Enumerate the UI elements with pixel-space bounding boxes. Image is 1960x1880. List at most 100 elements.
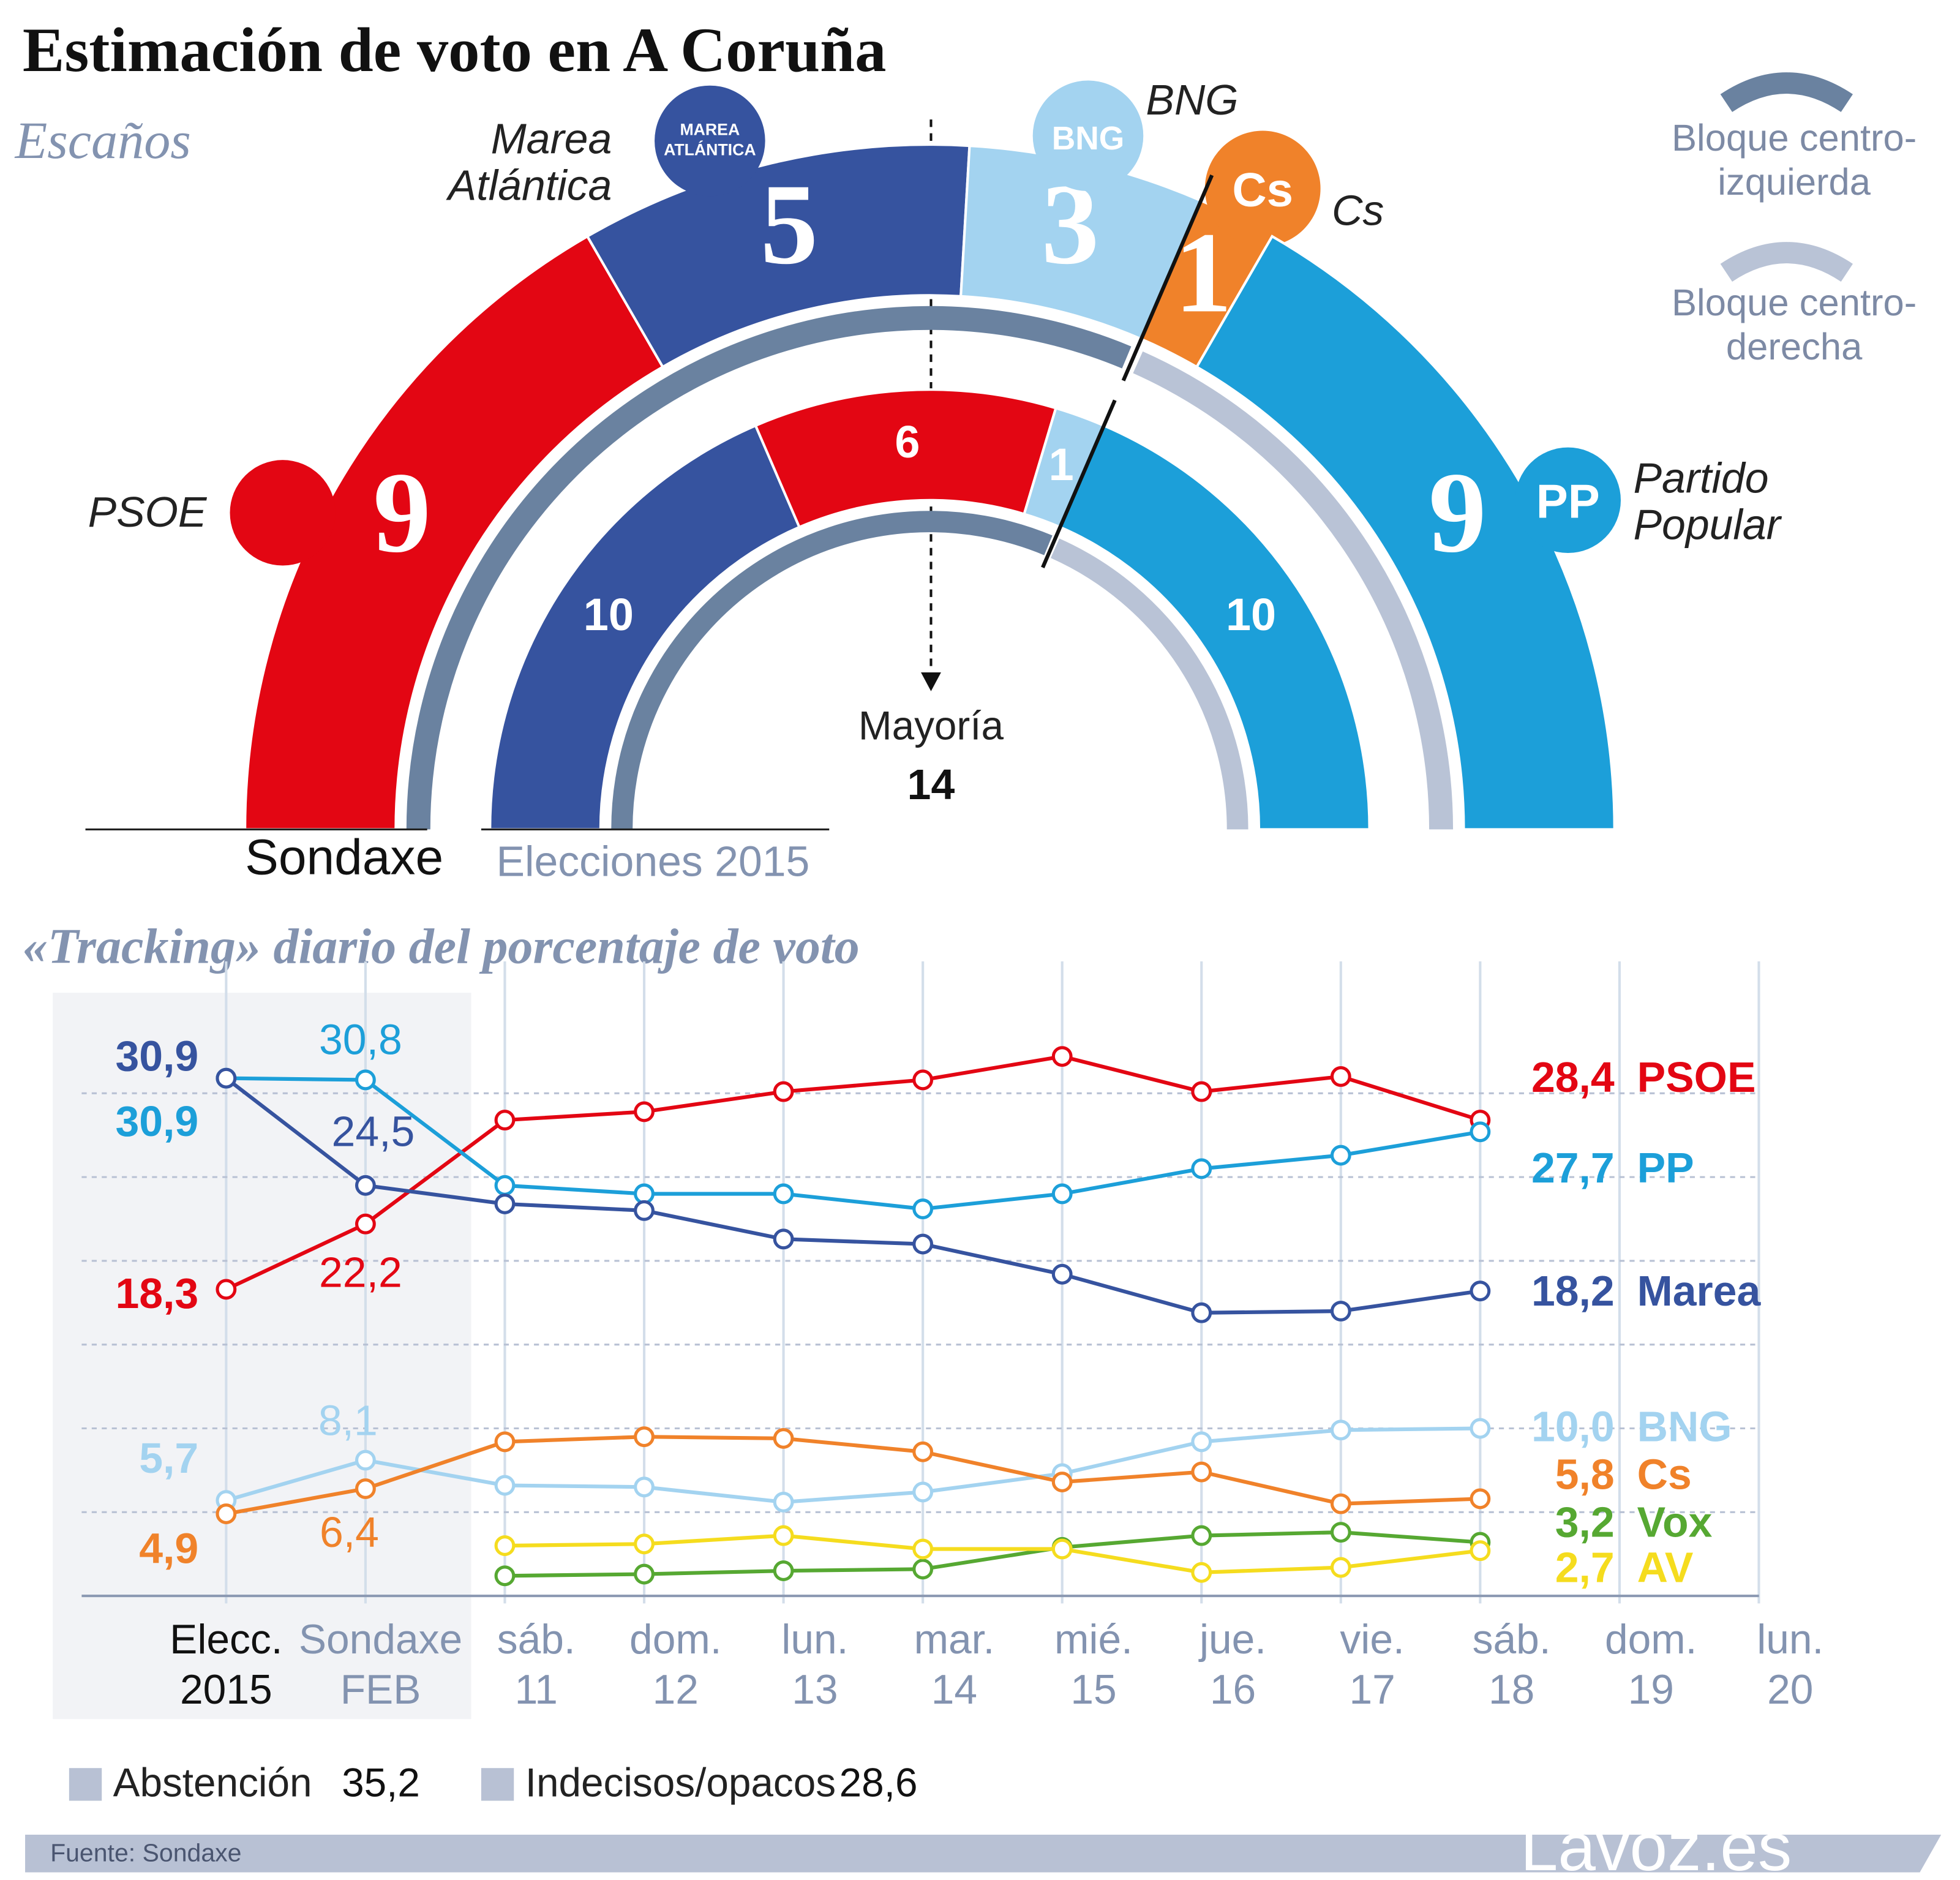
x-tick-label: Elecc. xyxy=(170,1617,282,1663)
history-shade xyxy=(53,993,471,1720)
x-tick-label: lun. xyxy=(1757,1617,1823,1663)
party-logo xyxy=(1032,80,1144,192)
x-tick-label: 15 xyxy=(1070,1667,1116,1713)
line-chart-title: «Tracking» diario del porcentaje de voto xyxy=(23,918,860,974)
value-label: 18,3 xyxy=(115,1269,198,1317)
series-marker xyxy=(1470,1280,1491,1302)
bloc-legend-label: Bloque centro- xyxy=(1672,282,1917,324)
party-logo-text: BNG xyxy=(1052,121,1125,157)
party-name: Popular xyxy=(1634,500,1782,548)
seat-count: 9 xyxy=(1429,448,1486,576)
x-tick-label: 11 xyxy=(515,1667,558,1713)
bloc-arc xyxy=(611,511,1053,830)
x-tick-label: FEB xyxy=(340,1667,421,1713)
series-marker xyxy=(1470,1540,1491,1562)
series-marker xyxy=(355,1478,376,1499)
extra-swatch xyxy=(69,1768,102,1801)
seat-segment xyxy=(489,424,802,831)
series-marker xyxy=(1191,1302,1212,1323)
series-marker xyxy=(912,1441,934,1462)
value-label: 4,9 xyxy=(139,1525,198,1573)
x-tick-label: dom. xyxy=(1605,1617,1697,1663)
x-tick-label: 2015 xyxy=(180,1667,272,1713)
bloc-divider xyxy=(1041,399,1117,568)
value-label: 10,0 xyxy=(1531,1403,1615,1451)
x-tick-label: 13 xyxy=(792,1667,838,1713)
series-line xyxy=(226,1076,1481,1211)
extra-value: 35,2 xyxy=(342,1760,420,1805)
bloc-arc xyxy=(1133,351,1454,830)
value-label: 27,7 xyxy=(1531,1144,1615,1192)
series-marker xyxy=(1191,1461,1212,1483)
extra-value: 28,6 xyxy=(839,1760,918,1805)
series-marker xyxy=(1470,1418,1491,1439)
x-tick-label: 18 xyxy=(1489,1667,1534,1713)
series-marker xyxy=(912,1069,934,1091)
series-marker xyxy=(634,1426,655,1448)
series-name: PP xyxy=(1637,1144,1694,1192)
series-marker xyxy=(494,1193,516,1214)
x-tick-label: 16 xyxy=(1210,1667,1256,1713)
value-label: 24,5 xyxy=(332,1107,415,1155)
series-marker xyxy=(773,1081,794,1102)
seat-count: 10 xyxy=(1226,589,1276,640)
series-marker xyxy=(773,1525,794,1546)
series-marker xyxy=(912,1481,934,1503)
series-marker xyxy=(912,1559,934,1580)
extra-swatch xyxy=(481,1768,514,1801)
series-marker xyxy=(216,1067,237,1089)
series-marker xyxy=(1191,1562,1212,1583)
series-marker xyxy=(1051,1472,1073,1492)
majority-label: Mayoría xyxy=(858,704,1004,748)
party-logo-text: Cs xyxy=(1232,163,1293,217)
series-marker xyxy=(634,1101,655,1122)
x-tick-label: 20 xyxy=(1767,1667,1813,1713)
x-tick-label: 12 xyxy=(653,1667,699,1713)
seat-count: 10 xyxy=(584,589,634,640)
series-marker xyxy=(1330,1419,1351,1441)
seat-count: 1 xyxy=(1049,439,1074,490)
series-marker xyxy=(773,1183,794,1205)
series-marker xyxy=(773,1228,794,1250)
value-label: 30,8 xyxy=(319,1016,402,1064)
source: Fuente: Sondaxe xyxy=(50,1839,241,1867)
extra-name: Abstención xyxy=(113,1760,312,1805)
series-line xyxy=(225,1055,1481,1292)
series-marker xyxy=(494,1535,516,1556)
party-logo-text: PP xyxy=(1536,475,1600,528)
series-marker xyxy=(634,1533,655,1555)
value-label: 5,8 xyxy=(1555,1451,1615,1498)
bloc-legend-label: Bloque centro- xyxy=(1672,117,1917,159)
series-marker xyxy=(355,1175,376,1196)
series-marker xyxy=(634,1200,655,1221)
subtitle: Escaños xyxy=(14,111,191,170)
x-tick-label: 19 xyxy=(1628,1667,1674,1713)
seat-count: 5 xyxy=(760,160,818,288)
series-marker xyxy=(216,1279,237,1300)
majority-arrowhead xyxy=(921,672,941,691)
x-tick-label: mié. xyxy=(1054,1617,1133,1663)
series-name: PSOE xyxy=(1637,1053,1756,1101)
series-name: Vox xyxy=(1637,1498,1713,1546)
series-marker xyxy=(355,1069,376,1091)
series-marker xyxy=(1191,1525,1212,1546)
seat-count: 6 xyxy=(895,416,920,467)
brand: Lavoz.es xyxy=(1520,1810,1792,1880)
majority-value: 14 xyxy=(907,761,955,808)
series-marker xyxy=(1191,1158,1212,1179)
x-tick-label: mar. xyxy=(914,1617,995,1663)
series-name: BNG xyxy=(1637,1403,1732,1451)
seat-segment xyxy=(1058,424,1371,831)
series-marker xyxy=(773,1428,794,1449)
series-line xyxy=(225,1435,1481,1516)
series-marker xyxy=(355,1449,376,1471)
party-logo-text: MAREA xyxy=(680,121,740,139)
x-tick-label: lun. xyxy=(781,1617,848,1663)
party-name: BNG xyxy=(1146,76,1238,124)
seat-segment xyxy=(1195,235,1616,831)
series-marker xyxy=(494,1431,516,1453)
x-tick-label: 17 xyxy=(1349,1667,1395,1713)
series-line xyxy=(505,1530,1481,1578)
series-name: AV xyxy=(1637,1543,1694,1591)
series-line xyxy=(505,1533,1481,1574)
